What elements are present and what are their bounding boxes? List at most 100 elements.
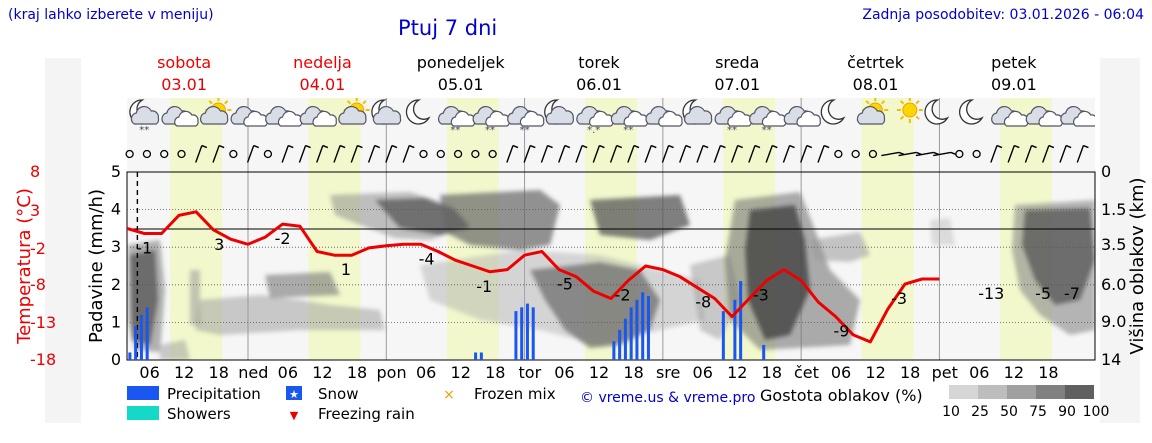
clouds-icon [230,105,268,127]
wind-barb-flag [685,144,692,149]
snow-flake-marker: * [739,353,743,361]
precip-bar [762,344,766,360]
calm-wind-icon [972,149,981,159]
legend-frozen-mix: Frozen mix [474,385,556,403]
sun-ray [899,115,905,120]
wind-barb-flag [754,144,761,149]
cloud-icon [545,105,575,125]
calm-wind-icon [229,149,238,159]
calm-wind-icon [851,149,860,159]
wind-barb-flag [633,144,640,149]
location-note[interactable]: (kraj lahko izberete v meniju) [8,7,214,23]
snow-flake-marker: * [480,353,484,361]
wind-barb-icon [898,151,917,157]
clouds-icon [783,105,821,127]
sun-ray [208,100,213,105]
sun-icon [896,98,923,123]
cloud-mass [530,262,660,348]
temperature-label: -5 [557,275,573,294]
precip-bar [128,352,132,360]
precip-bar [520,307,524,360]
cloud-icon [519,110,545,127]
cloud-height-tick-label: 14 [1101,350,1121,369]
wind-barb-flag [789,144,795,149]
calm-wind-icon [263,149,273,159]
clouds-icon [438,105,476,127]
credit-link[interactable]: © vreme.us & vreme.pro [580,390,755,406]
temperature-label: -5 [1035,284,1051,303]
snow-flake-marker: * [635,353,639,361]
wind-barb-flag [253,144,259,149]
calm-wind-icon [488,149,497,159]
cloud-icon [200,105,229,125]
cloud-height-axis-title: Višina oblakov (km) [1127,177,1148,354]
cloud-height-tick-label: 9.0 [1101,312,1126,331]
x-tick-label: ned [238,363,268,382]
clouds-icon [645,105,683,127]
clouds-icon [1060,105,1095,127]
x-tick-label: 12 [174,363,194,382]
temperature-label: -3 [753,285,769,304]
wind-barb-icon [1007,145,1015,163]
showers-swatch [127,406,159,420]
x-tick-label: pet [932,363,958,382]
sun-ray [880,100,886,105]
plot-frame [126,171,1096,361]
temp-axis-title: Temperatura (°C) [14,188,35,345]
x-tick-label: 12 [451,363,471,382]
calm-wind-icon [419,149,428,159]
temperature-label: -2 [615,285,631,304]
wind-barb-flag [409,144,415,149]
wind-barb-flag [806,144,813,149]
precip-bar [739,281,743,360]
last-updated: Zadnja posodobitev: 03.01.2026 - 06:04 [862,7,1144,23]
wind-barb-icon [696,145,704,163]
calm-wind-icon [177,149,186,159]
sun-ray [915,100,920,105]
clouds-icon [749,105,787,127]
calm-wind-icon [868,149,878,159]
legend-precipitation: Precipitation [167,385,261,403]
wind-barb-flag [668,144,674,149]
wind-barb-icon [575,145,583,163]
snow-flake-marker: * [612,353,616,361]
wind-barb-icon [523,145,531,163]
wind-barb-flag [288,144,294,149]
moon-icon [924,99,950,125]
wind-barb-flag [374,144,380,149]
wind-barb-flag [823,144,830,149]
day-date: 06.01 [576,75,622,94]
wind-barb-flag [720,144,726,149]
clouds-icon [161,105,199,127]
temp-tick-label: 3 [30,201,40,220]
precip-bar [629,307,633,360]
x-tick-label: 06 [831,363,851,382]
cloud-icon [312,110,337,127]
cloud-density-tick: 50 [1000,404,1018,420]
snow-flake-marker: * [526,353,530,361]
wind-barb-icon [592,145,601,163]
wind-barb-flag [305,144,311,149]
snow-flake-marker: * [624,353,628,361]
legend-snow: Snow [318,385,358,403]
cloud-mass [810,232,870,262]
cloud-density-tick: 25 [971,404,989,420]
cloud-density-swatch [1007,385,1036,399]
sun-icon [902,102,918,118]
day-name: nedelja [293,53,352,72]
temperature-label: 1 [341,260,351,279]
snow-flake-marker: * [641,353,645,361]
wind-barb-flag [702,144,709,149]
day-date: 04.01 [300,75,346,94]
moon-icon [405,99,431,125]
snow-flake-marker: * [134,353,138,361]
x-tick-label: čet [794,363,819,382]
temperature-label: -4 [419,249,435,268]
precip-tick-label: 2 [111,275,121,294]
temperature-label: -1 [136,238,152,257]
calm-wind-icon [453,149,463,159]
x-tick-label: 18 [762,363,782,382]
wind-barb-icon [933,151,952,157]
day-name: petek [991,53,1037,72]
cloud-icon [372,105,402,125]
